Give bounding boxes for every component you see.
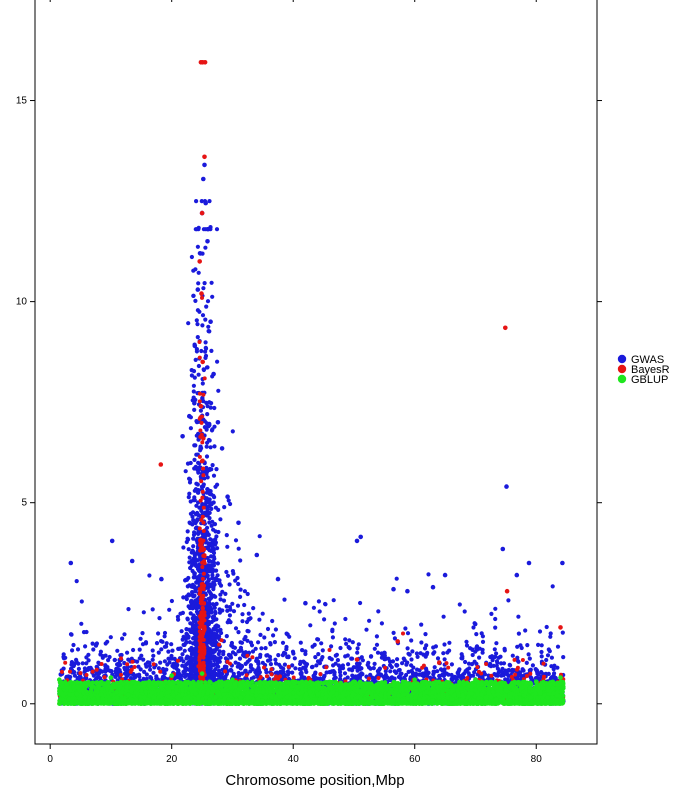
gwas-point bbox=[275, 576, 281, 582]
gwas-point bbox=[159, 576, 164, 582]
gwas-point bbox=[354, 538, 360, 544]
gwas-point bbox=[129, 558, 135, 564]
gwas-point bbox=[205, 239, 210, 244]
bayesr-point bbox=[202, 60, 208, 65]
gwas-point bbox=[430, 584, 436, 590]
gwas-point bbox=[203, 200, 208, 206]
bayesr-point bbox=[558, 625, 563, 630]
gwas-point bbox=[198, 251, 203, 256]
gwas-point bbox=[215, 420, 221, 425]
gwas-point bbox=[303, 600, 308, 606]
gwas-point bbox=[391, 586, 396, 592]
gblup-point bbox=[199, 671, 205, 676]
bayesr-point bbox=[504, 588, 510, 594]
gwas-point bbox=[236, 520, 241, 526]
gwas-point bbox=[211, 371, 216, 377]
gwas-point bbox=[560, 560, 565, 566]
bayesr-point bbox=[503, 325, 508, 331]
gblup-point bbox=[230, 677, 235, 682]
gwas-point bbox=[68, 560, 74, 566]
legend-label-gblup: GBLUP bbox=[631, 374, 668, 386]
gwas-point bbox=[192, 343, 198, 349]
legend-marker-gblup bbox=[617, 374, 627, 384]
legend-label-bayesr: BayesR bbox=[631, 364, 670, 376]
y-tick-label: 0 bbox=[21, 699, 27, 710]
gblup-point bbox=[533, 679, 539, 684]
gblup-point bbox=[108, 675, 114, 680]
gwas-point bbox=[526, 560, 532, 566]
series-gwas bbox=[68, 162, 565, 606]
y-tick-label: 5 bbox=[21, 498, 27, 509]
gwas-point bbox=[202, 162, 207, 168]
x-tick-label: 80 bbox=[531, 754, 543, 765]
gwas-point bbox=[405, 588, 410, 594]
gblup-point bbox=[558, 675, 563, 680]
bayesr-point bbox=[198, 403, 204, 409]
bayesr-point bbox=[395, 639, 401, 644]
gblup-point bbox=[412, 677, 418, 682]
x-tick-label: 0 bbox=[47, 754, 53, 765]
bayesr-point bbox=[202, 154, 207, 160]
x-tick-label: 60 bbox=[409, 754, 421, 765]
gblup-point bbox=[473, 677, 478, 682]
bayesr-point bbox=[158, 462, 164, 467]
gwas-point bbox=[254, 552, 260, 558]
series-bayesr bbox=[158, 60, 563, 662]
gwas-point bbox=[208, 319, 213, 325]
gblup-point bbox=[57, 677, 62, 682]
gwas-point bbox=[109, 538, 115, 544]
bayesr-point bbox=[201, 436, 206, 441]
bayesr-point bbox=[199, 210, 205, 216]
gblup-point bbox=[351, 679, 357, 684]
y-tick-label: 15 bbox=[16, 96, 28, 107]
legend-label-gwas: GWAS bbox=[631, 354, 664, 366]
bayesr-point bbox=[354, 657, 360, 662]
legend-marker-bayesr bbox=[617, 364, 627, 374]
gwas-point bbox=[500, 546, 506, 552]
gwas-point bbox=[180, 434, 185, 439]
gblup-point bbox=[169, 673, 174, 678]
legend-marker-gwas bbox=[617, 354, 627, 364]
gwas-point bbox=[195, 287, 201, 292]
gwas-point bbox=[225, 494, 230, 500]
bayesr-point bbox=[197, 259, 202, 264]
plot-frame bbox=[34, 0, 598, 745]
gwas-point bbox=[442, 572, 448, 578]
gwas-point bbox=[219, 446, 225, 451]
gwas-point bbox=[504, 484, 509, 489]
bayesr-point bbox=[199, 291, 204, 296]
x-tick-label: 20 bbox=[166, 754, 178, 765]
x-axis-label: Chromosome position,Mbp bbox=[225, 772, 404, 789]
bayesr-point bbox=[200, 359, 205, 365]
x-tick-label: 40 bbox=[288, 754, 300, 765]
y-tick-label: 10 bbox=[16, 297, 28, 308]
gwas-point bbox=[201, 176, 206, 182]
gblup-point bbox=[290, 679, 296, 684]
series-gblup bbox=[57, 671, 563, 684]
gwas-point bbox=[514, 572, 520, 578]
gwas-point bbox=[187, 413, 192, 419]
gwas-point bbox=[358, 534, 364, 540]
